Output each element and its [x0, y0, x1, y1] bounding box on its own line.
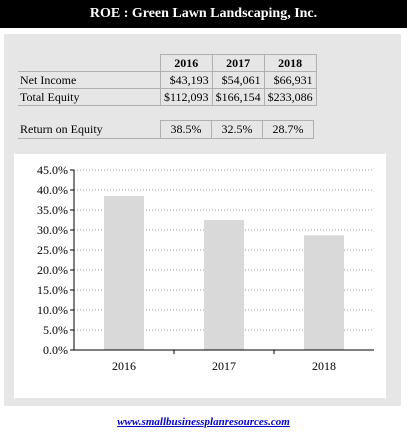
roe-label: Return on Equity — [18, 120, 161, 139]
net-income-2018: $66,931 — [263, 71, 317, 89]
y-tick-label: 45.0% — [37, 163, 68, 177]
y-tick-label: 35.0% — [37, 203, 68, 217]
y-tick-label: 40.0% — [37, 183, 68, 197]
roe-2016: 38.5% — [160, 120, 212, 139]
y-tick-label: 20.0% — [37, 263, 68, 277]
x-tick-label: 2016 — [112, 359, 136, 373]
bar-2016 — [104, 196, 144, 350]
roe-table: Return on Equity 38.5% 32.5% 28.7% — [18, 120, 314, 139]
y-tick-label: 0.0% — [43, 343, 68, 357]
roe-2018: 28.7% — [262, 120, 314, 139]
total-equity-2018: $233,086 — [263, 88, 317, 106]
page-title: ROE : Green Lawn Landscaping, Inc. — [0, 0, 407, 28]
x-tick-label: 2017 — [212, 359, 236, 373]
x-tick-label: 2018 — [312, 359, 336, 373]
year-header-2018: 2018 — [263, 54, 317, 72]
website-link[interactable]: www.smallbusinessplanresources.com — [117, 416, 290, 428]
financials-table: 2016 2017 2018 Net Income $43,193 $54,06… — [18, 54, 317, 106]
y-tick-label: 25.0% — [37, 243, 68, 257]
y-tick-label: 15.0% — [37, 283, 68, 297]
roe-2017: 32.5% — [211, 120, 263, 139]
chart-x-axis: 2016 2017 2018 — [74, 349, 374, 373]
chart-bars — [104, 196, 344, 350]
bar-2018 — [304, 235, 344, 350]
total-equity-2017: $166,154 — [211, 88, 265, 106]
net-income-2017: $54,061 — [211, 71, 265, 89]
total-equity-label: Total Equity — [18, 88, 161, 106]
total-equity-2016: $112,093 — [160, 88, 213, 106]
chart-y-axis: 0.0% 5.0% 10.0% 15.0% 20.0% 25.0% 30.0% 35.0% 40… — [37, 163, 75, 357]
bar-2017 — [204, 220, 244, 350]
y-tick-label: 5.0% — [43, 323, 68, 337]
y-tick-label: 10.0% — [37, 303, 68, 317]
net-income-label: Net Income — [18, 71, 161, 89]
y-tick-label: 30.0% — [37, 223, 68, 237]
